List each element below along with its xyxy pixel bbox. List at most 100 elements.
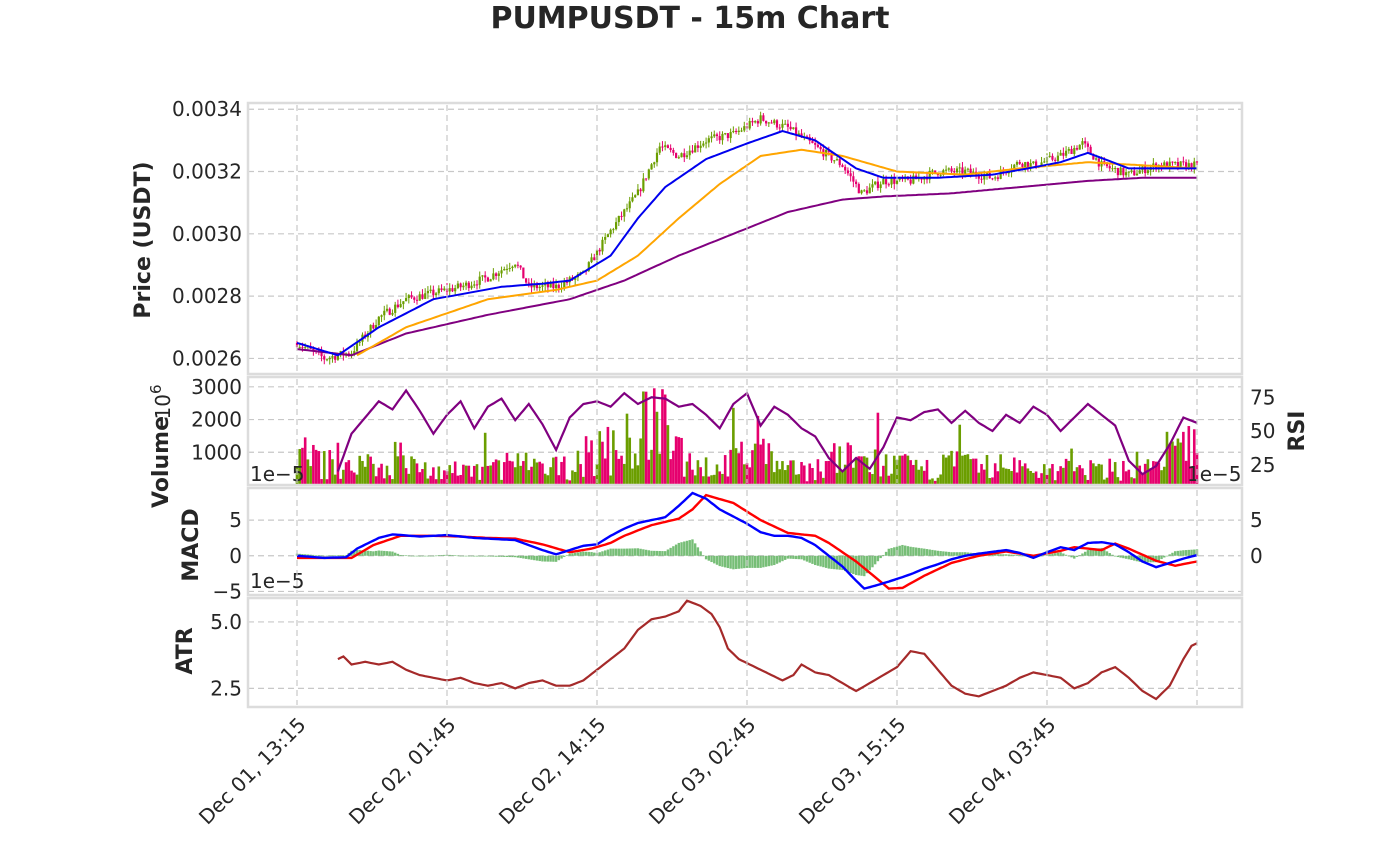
macd-histogram-bar [481,555,484,557]
macd-histogram-bar [1064,554,1068,556]
macd-histogram-bar [312,554,315,556]
volume-bar [699,467,702,485]
candle-body [934,170,937,173]
volume-bar [955,451,959,485]
candle-body [1119,167,1122,176]
macd-histogram-bar [426,555,430,557]
macd-histogram-bar [699,551,702,556]
macd-tick-label: 5 [229,508,242,532]
volume-bar [639,438,642,485]
macd-histogram-bar [549,555,552,562]
volume-bar [582,476,585,485]
volume-bar [382,478,386,485]
volume-bar [1037,477,1041,485]
macd-histogram-bar [639,548,642,556]
macd-histogram-bar [816,555,820,566]
macd-histogram-bar [1187,549,1191,556]
macd-histogram-bar [833,555,836,570]
candle-body [388,308,391,315]
volume-bar [573,471,577,485]
candle-body [451,288,454,292]
candle-body [841,165,844,167]
candle-body [486,277,490,282]
candle-body [549,282,552,288]
candle-body [587,262,590,271]
macd-histogram-bar [947,551,951,556]
macd-histogram-bar [1184,550,1188,556]
volume-bar [789,460,792,485]
candle-body [391,312,394,315]
candle-body [492,273,495,280]
macd-histogram-bar [508,555,511,558]
macd-histogram-bar [865,555,869,574]
macd-histogram-bar [901,544,904,556]
macd-histogram-bar [464,555,468,557]
candle-body [636,189,640,196]
volume-bar [849,445,852,485]
candle-body [522,267,525,279]
volume-bar [1070,448,1073,485]
volume-bar [764,464,768,485]
volume-bar [655,411,659,485]
candle-body [1135,173,1139,176]
macd-histogram-bar [306,554,310,556]
volume-bar [680,437,683,485]
macd-histogram-bar [1089,549,1092,556]
macd-histogram-bar [538,555,541,562]
candle-body [609,229,612,235]
volume-bar [1002,467,1005,485]
macd-histogram-bar [1043,555,1046,556]
candle-body [404,298,408,302]
candle-body [704,142,708,144]
volume-bar [355,474,359,485]
macd-histogram-bar [767,555,771,567]
volume-bar [1081,468,1084,485]
volume-bar [399,442,402,485]
candle-body [514,264,517,267]
candle-body [320,351,323,357]
macd-histogram-bar [1100,547,1103,556]
volume-bar [737,453,741,485]
candle-body [478,276,481,285]
candle-body [312,348,315,351]
macd-histogram-bar [593,552,596,556]
candle-body [658,146,661,153]
volume-bar [434,479,438,485]
volume-bar [328,450,332,485]
volume-bar [636,465,640,485]
macd-histogram-bar [685,540,689,556]
macd-histogram-bar [688,540,691,556]
candle-body [737,130,740,133]
volume-bar [726,476,730,485]
volume-bar [470,476,473,485]
macd-histogram-bar [925,549,929,556]
volume-bar [1154,461,1158,485]
price-tick-label: 0.0032 [172,160,242,184]
macd-histogram-bar [505,555,509,557]
macd-histogram-bar [399,554,402,556]
volume-bar [802,465,806,485]
candle-body [1168,161,1171,169]
candle-body [950,168,953,172]
macd-histogram-bar [617,548,621,556]
volume-bar [486,465,490,485]
volume-bar [415,463,419,485]
candle-body [574,277,577,280]
candle-body [977,175,980,179]
candle-body [694,145,697,153]
candle-body [838,159,841,166]
macd-histogram-bar [421,555,424,557]
volume-bar [980,464,983,485]
volume-bar [830,451,833,485]
volume-bar [546,475,550,485]
candle-body [854,181,858,185]
candle-body [1034,161,1038,168]
volume-bar [1130,477,1133,485]
macd-histogram-bar [1059,552,1062,556]
candle-body [650,164,653,170]
candle-body [350,353,353,355]
volume-bar [767,443,771,485]
candle-body [642,178,645,192]
candle-body [434,293,438,296]
